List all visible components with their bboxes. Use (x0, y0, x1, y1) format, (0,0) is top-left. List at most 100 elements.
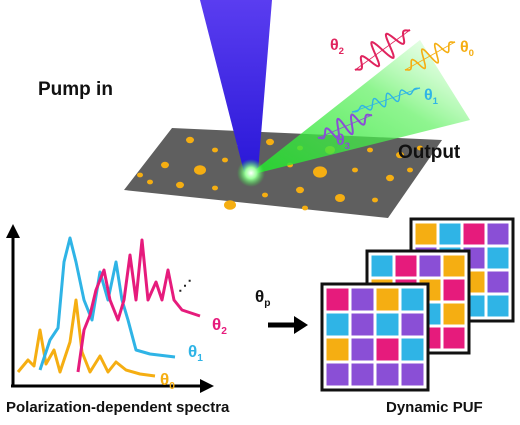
angle-label: θ1 (424, 87, 439, 107)
arrow-head (294, 316, 308, 334)
angle-symbol: θ (424, 87, 433, 104)
wave-axis (351, 87, 421, 113)
particle (186, 136, 194, 144)
particle (137, 172, 143, 178)
angle-label: θ0 (160, 370, 175, 392)
particle (266, 138, 274, 146)
puf-cell (419, 255, 441, 277)
nanoparticles (137, 136, 423, 211)
angle-symbol: θ (255, 287, 264, 306)
puf-cell (371, 255, 393, 277)
angle-subscript: 2 (339, 46, 344, 57)
puf-cell (326, 363, 349, 386)
puf-cell (443, 303, 465, 325)
particle (147, 179, 153, 185)
particle (194, 165, 206, 175)
particle (367, 147, 373, 153)
puf-cell (443, 327, 465, 349)
output-label: Output (398, 142, 461, 163)
particle (212, 185, 218, 191)
puf-cell (351, 363, 374, 386)
puf-cell (401, 288, 424, 311)
angle-symbol: θ (336, 132, 345, 149)
angle-symbol: θ (212, 315, 221, 334)
particle (352, 167, 358, 173)
spectra-plot: ⋰ (6, 224, 214, 393)
output-beam (246, 40, 470, 176)
wave-axis (354, 29, 411, 71)
particle (224, 200, 236, 210)
sample-plane (124, 128, 442, 218)
wave-axis (404, 41, 456, 71)
pump-label: Pump in (38, 79, 113, 100)
excitation-spot (237, 159, 265, 187)
puf-grids (320, 217, 515, 392)
angle-label: θ2 (330, 37, 344, 57)
puf-cell (376, 363, 399, 386)
puf-cell (326, 338, 349, 361)
particle (296, 186, 304, 194)
angle-subscript: 0 (169, 381, 175, 392)
puf-cell (326, 288, 349, 311)
angle-label: θ1 (188, 342, 203, 364)
pump-beam (200, 0, 272, 172)
angle-subscript: 0 (469, 48, 474, 59)
angle-symbol: θ (188, 342, 197, 361)
particle (302, 205, 308, 211)
puf-cell (401, 313, 424, 336)
particle (372, 197, 378, 203)
angle-symbol: θ (460, 39, 469, 56)
angle-symbol: θ (330, 37, 339, 54)
angle-subscript: 3 (345, 141, 350, 152)
wave-axis (317, 114, 373, 139)
particle (176, 181, 184, 189)
polarized-waves (317, 29, 456, 140)
puf-cell (463, 223, 485, 245)
puf-cell (395, 255, 417, 277)
puf-cell (487, 295, 509, 317)
puf-cell (415, 223, 437, 245)
puf-cell (443, 255, 465, 277)
ellipsis: ⋰ (178, 277, 192, 293)
angle-subscript: p (264, 298, 270, 309)
puf-cell (376, 338, 399, 361)
particle (386, 174, 394, 182)
angle-label: θp (255, 287, 270, 309)
puf-cell (487, 271, 509, 293)
spectra-caption: Polarization-dependent spectra (6, 399, 230, 416)
x-arrowhead (200, 379, 214, 393)
particle (161, 161, 169, 169)
puf-cell (376, 288, 399, 311)
particle (407, 167, 413, 173)
angle-label: θ2 (212, 315, 227, 337)
angle-label: θ3 (336, 132, 350, 152)
puf-cell (401, 338, 424, 361)
puf-cell (439, 223, 461, 245)
angle-label: θ0 (460, 39, 474, 59)
angle-subscript: 1 (433, 96, 439, 107)
puf-cell (401, 363, 424, 386)
puf-cell (443, 279, 465, 301)
particle (335, 194, 345, 202)
angle-symbol: θ (160, 370, 169, 389)
angle-subscript: 1 (197, 353, 203, 364)
puf-cell (351, 313, 374, 336)
puf-cell (351, 338, 374, 361)
puf-cell (351, 288, 374, 311)
puf-caption: Dynamic PUF (386, 399, 483, 416)
spectrum-curve (16, 298, 156, 378)
spectrum-curve (38, 236, 176, 371)
particle (313, 166, 327, 178)
particle (417, 145, 423, 151)
puf-cell (376, 313, 399, 336)
angle-subscript: 2 (221, 326, 227, 337)
particle (222, 157, 228, 163)
particle (396, 151, 404, 159)
particle (262, 192, 268, 198)
puf-cell (487, 223, 509, 245)
y-arrowhead (6, 224, 20, 238)
particle (212, 147, 218, 153)
puf-cell (487, 247, 509, 269)
puf-cell (326, 313, 349, 336)
